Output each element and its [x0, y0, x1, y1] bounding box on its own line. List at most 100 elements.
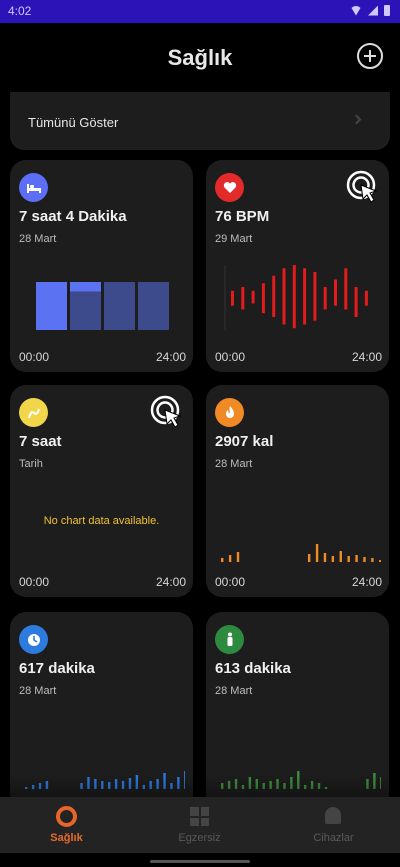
sleep-bar-light [70, 291, 101, 330]
steps-bar [366, 779, 369, 789]
heart-bar [303, 268, 307, 325]
steps-bar [373, 773, 376, 789]
activity-bar [163, 773, 166, 789]
activity-bar [87, 777, 90, 789]
heart-rate-card[interactable]: 76 BPM 29 Mart 00:00 24:00 [206, 160, 389, 372]
stress-date: Tarih [19, 458, 43, 470]
bell-icon [325, 807, 341, 824]
nav-devices-label: Cihazlar [313, 832, 354, 844]
steps-bar [248, 777, 252, 789]
bottom-navigation: Sağlık Egzersiz Cihazlar [0, 797, 400, 853]
sleep-value: 7 saat 4 Dakika [19, 208, 127, 225]
stress-time-end: 24:00 [155, 575, 186, 589]
activity-value: 617 dakika [19, 660, 95, 677]
calories-bar [363, 557, 366, 562]
calories-bar [339, 551, 342, 562]
add-button[interactable] [357, 43, 383, 69]
heart-bar [344, 268, 348, 310]
steps-card[interactable]: 613 dakika 28 Mart [206, 612, 389, 824]
sleep-card[interactable]: 7 saat 4 Dakika 28 Mart 00:00 24:00 [10, 160, 193, 372]
stress-value: 7 saat [19, 433, 62, 450]
stress-card[interactable]: 7 saat Tarih No chart data available. 00… [10, 385, 193, 597]
activity-bar [108, 782, 111, 789]
steps-bar [234, 779, 238, 789]
activity-bar [156, 779, 159, 789]
activity-bar [135, 775, 139, 789]
calories-date: 28 Mart [215, 458, 253, 470]
wifi-icon [350, 5, 362, 16]
activity-bar [149, 781, 152, 789]
clock-icon [19, 625, 48, 654]
app-header: Sağlık [0, 23, 400, 93]
calories-bar [221, 558, 224, 562]
activity-bar [142, 785, 145, 789]
sleep-date: 28 Mart [19, 233, 57, 245]
heart-bar [292, 265, 296, 329]
heart-bar [334, 279, 337, 306]
steps-bar [297, 771, 300, 789]
calories-bar [236, 552, 240, 562]
steps-bar [241, 785, 245, 789]
nav-exercise-label: Egzersiz [178, 832, 221, 844]
show-all-label: Tümünü Göster [28, 115, 119, 130]
heart-time-end: 24:00 [351, 350, 382, 364]
status-time: 4:02 [8, 4, 32, 18]
activity-card[interactable]: 617 dakika 28 Mart [10, 612, 193, 824]
steps-bar [227, 781, 231, 789]
chevron-right-icon [351, 114, 362, 125]
bed-icon [19, 173, 48, 202]
no-data-message: No chart data available. [43, 515, 160, 527]
heart-value: 76 BPM [215, 208, 270, 225]
heart-bar [323, 287, 327, 310]
calories-bar [379, 560, 381, 562]
heart-bar [282, 268, 286, 325]
calories-bar [347, 556, 350, 562]
signal-icon [368, 5, 378, 16]
calories-chart [221, 544, 381, 562]
calories-bar [355, 555, 358, 562]
nav-health-label: Sağlık [50, 832, 83, 844]
steps-bar [304, 785, 307, 789]
steps-bar [255, 779, 258, 789]
flame-icon [215, 398, 244, 427]
heart-bar [241, 287, 245, 310]
sleep-bar-light [138, 282, 169, 330]
activity-bar [80, 783, 83, 789]
activity-bar [38, 783, 42, 789]
sleep-bar-light [104, 282, 135, 330]
steps-bar [380, 777, 381, 789]
steps-date: 28 Mart [215, 685, 253, 697]
home-indicator [150, 860, 250, 863]
status-bar: 4:02 [0, 0, 400, 23]
activity-date: 28 Mart [19, 685, 57, 697]
nav-exercise[interactable]: Egzersiz [133, 797, 266, 853]
activity-bar [45, 781, 49, 789]
activity-bar [170, 783, 173, 789]
show-all-row[interactable]: Tümünü Göster [10, 92, 390, 150]
calories-time-end: 24:00 [351, 575, 382, 589]
activity-bar [114, 779, 118, 789]
steps-value: 613 dakika [215, 660, 291, 677]
calories-bar [307, 554, 311, 562]
heart-chart [224, 265, 368, 330]
steps-bar [276, 779, 279, 789]
stress-icon [19, 398, 48, 427]
heart-icon [215, 173, 244, 202]
activity-bar [94, 779, 97, 789]
activity-bar [128, 778, 132, 789]
status-icons [350, 5, 390, 16]
health-ring-icon [56, 806, 77, 827]
nav-devices[interactable]: Cihazlar [267, 797, 400, 853]
steps-bar [269, 781, 272, 789]
page-title: Sağlık [167, 45, 233, 70]
battery-icon [384, 5, 390, 16]
activity-bar [31, 785, 35, 789]
calories-value: 2907 kal [215, 433, 274, 450]
heart-bar [261, 283, 265, 314]
calories-bar [228, 555, 232, 562]
steps-bar [221, 783, 224, 789]
calories-card[interactable]: 2907 kal 28 Mart 00:00 24:00 [206, 385, 389, 597]
steps-bar [290, 777, 293, 789]
heart-time-start: 00:00 [215, 350, 246, 364]
nav-health[interactable]: Sağlık [0, 797, 133, 853]
